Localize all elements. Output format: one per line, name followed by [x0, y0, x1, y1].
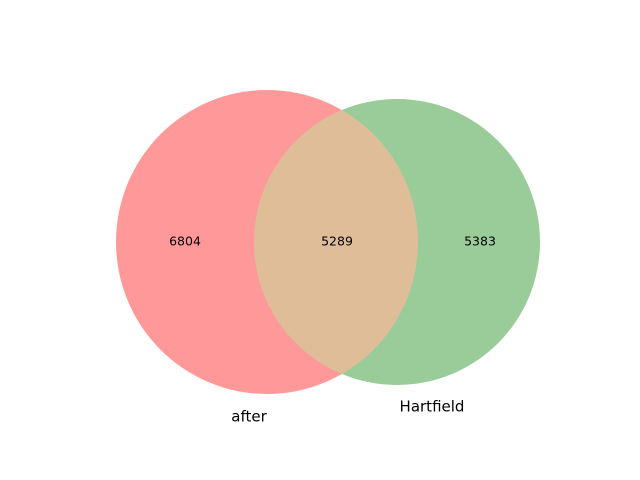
after-only-count: 6804 — [169, 234, 201, 249]
intersection-region — [254, 99, 418, 385]
intersection-count: 5289 — [321, 234, 353, 249]
set-label-hartfield: Hartfield — [400, 398, 465, 416]
hartfield-only-count: 5383 — [464, 234, 496, 249]
set-label-after: after — [231, 408, 267, 426]
